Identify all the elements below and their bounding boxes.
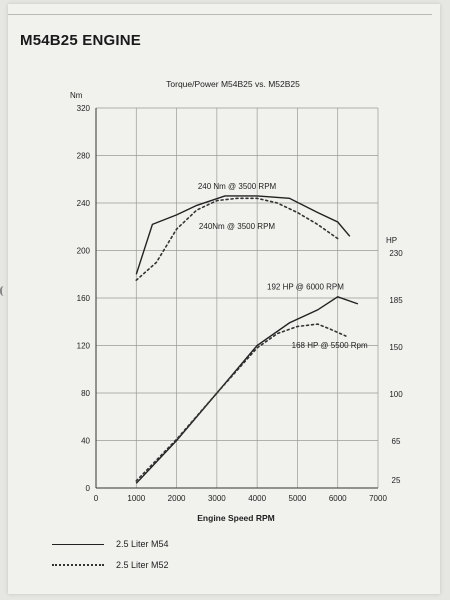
legend-label: 2.5 Liter M52 <box>116 560 169 570</box>
annotation-label: 240Nm @ 3500 RPM <box>199 222 275 231</box>
right-axis-unit: HP <box>386 236 397 245</box>
right-tick-label: 150 <box>389 343 403 352</box>
x-tick-label: 1000 <box>127 494 145 503</box>
annotation-label: 240 Nm @ 3500 RPM <box>198 182 277 191</box>
chart-grid <box>95 107 379 489</box>
right-tick-label: 185 <box>389 296 403 305</box>
y-tick-label: 320 <box>77 104 91 113</box>
x-tick-label: 3000 <box>208 494 226 503</box>
y-tick-label: 120 <box>77 342 91 351</box>
series-line-dotted <box>135 323 347 482</box>
annotation-layer: 240 Nm @ 3500 RPM 240Nm @ 3500 RPM 192 HP … <box>198 182 368 350</box>
right-axis-ticks: 25 65 100 150 185 230 <box>389 249 403 485</box>
x-tick-label: 0 <box>94 494 99 503</box>
y-tick-label: 0 <box>86 484 91 493</box>
annotation-label: 192 HP @ 6000 RPM <box>267 283 344 292</box>
right-tick-label: 65 <box>392 437 401 446</box>
margin-mark <box>0 286 8 296</box>
right-tick-label: 25 <box>392 476 401 485</box>
x-axis-ticks: 0 1000 2000 3000 4000 5000 6000 7000 <box>94 494 388 503</box>
chart-title: Torque/Power M54B25 vs. M52B25 <box>166 79 300 89</box>
series-layer <box>135 195 359 484</box>
left-axis-unit: Nm <box>70 91 83 100</box>
left-axis-ticks: 0 40 80 120 160 200 240 280 320 <box>77 104 91 493</box>
x-tick-label: 6000 <box>329 494 347 503</box>
document-page <box>8 4 440 594</box>
y-tick-label: 280 <box>77 152 91 161</box>
annotation-label: 168 HP @ 5500 Rpm <box>292 341 368 350</box>
series-line-dotted <box>135 197 339 282</box>
page-heading: M54B25 ENGINE <box>20 32 141 49</box>
right-tick-label: 230 <box>389 249 403 258</box>
legend-dotted-line-swatch <box>52 564 104 566</box>
x-tick-label: 5000 <box>289 494 307 503</box>
series-line-solid <box>135 195 351 275</box>
x-tick-label: 4000 <box>248 494 266 503</box>
x-axis-label: Engine Speed RPM <box>197 513 274 523</box>
y-tick-label: 40 <box>81 437 90 446</box>
y-tick-label: 200 <box>77 247 91 256</box>
y-tick-label: 160 <box>77 294 91 303</box>
y-tick-label: 80 <box>81 389 90 398</box>
right-tick-label: 100 <box>389 390 403 399</box>
series-line-solid <box>135 296 359 484</box>
x-tick-label: 2000 <box>168 494 186 503</box>
legend-item-m54: 2.5 Liter M54 <box>52 537 169 551</box>
y-tick-label: 240 <box>77 199 91 208</box>
top-rule <box>8 14 432 15</box>
legend-label: 2.5 Liter M54 <box>116 539 169 549</box>
legend-solid-line-swatch <box>52 543 104 545</box>
legend-item-m52: 2.5 Liter M52 <box>52 558 169 572</box>
x-tick-label: 7000 <box>369 494 387 503</box>
